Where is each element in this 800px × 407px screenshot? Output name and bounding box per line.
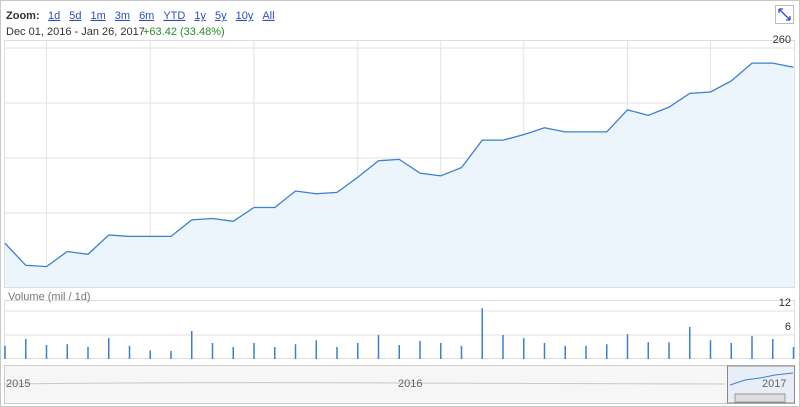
volume-bar [668,342,670,359]
volume-bar [128,345,131,359]
volume-bar [543,343,546,359]
expand-button[interactable] [775,5,794,24]
volume-bar [45,345,48,359]
volume-bar [440,343,442,359]
volume-title: Volume (mil / 1d) [8,291,91,303]
price-change: +63.42 (33.48%) [143,26,225,38]
date-range: Dec 01, 2016 - Jan 26, 2017 [6,26,145,38]
zoom-option[interactable]: All [262,10,274,22]
volume-bar [232,347,234,359]
volume-bar [730,343,732,359]
zoom-option[interactable]: 3m [115,10,130,22]
price-area [5,63,794,287]
volume-bar [523,338,525,359]
zoom-option[interactable]: YTD [163,10,185,22]
volume-bar [149,350,151,359]
volume-bar [481,308,483,359]
volume-bar [564,345,566,359]
zoom-option[interactable]: 6m [139,10,154,22]
volume-bar [274,347,276,359]
volume-bar [647,342,649,359]
volume-bar [751,336,753,359]
zoom-option[interactable]: 5y [215,10,227,22]
volume-bar [294,344,297,359]
volume-bar [191,331,193,359]
navigator-window-trace [729,372,794,386]
volume-bar [66,344,68,359]
volume-bar [4,345,6,359]
navigator-label: 2017 [762,378,786,390]
zoom-option[interactable]: 1m [91,10,106,22]
navigator-scrollbar[interactable] [734,393,786,403]
volume-bar [336,347,338,359]
volume-bar [170,351,172,359]
zoom-label: Zoom: [6,10,40,22]
volume-bar [689,327,691,359]
volume-bar [585,345,587,359]
volume-bar [709,340,712,359]
volume-bar [377,335,380,359]
price-line [4,62,794,268]
zoom-option[interactable]: 1d [48,10,60,22]
volume-bar [108,338,110,359]
zoom-option[interactable]: 1y [194,10,206,22]
volume-bar [253,343,255,359]
navigator-label: 2015 [6,378,30,390]
navigator-label: 2016 [398,378,422,390]
volume-bar [211,343,214,359]
volume-bar [315,340,317,359]
price-plot-frame [4,40,795,288]
volume-bar [398,345,400,359]
navigator-trace [4,382,726,385]
y-tick-label: 6 [785,321,791,333]
y-tick-label: 260 [773,34,791,46]
volume-bar [460,345,463,359]
zoom-option[interactable]: 5d [69,10,81,22]
volume-bar [792,347,795,359]
volume-bar [606,344,608,359]
y-tick-label: 12 [779,297,791,309]
zoom-option[interactable]: 10y [236,10,254,22]
volume-bar [772,339,774,359]
volume-bar [502,335,504,359]
volume-bar [87,347,89,359]
volume-bar [419,341,421,359]
volume-bar [25,339,27,359]
volume-bar [357,343,359,359]
volume-bar [626,334,629,359]
